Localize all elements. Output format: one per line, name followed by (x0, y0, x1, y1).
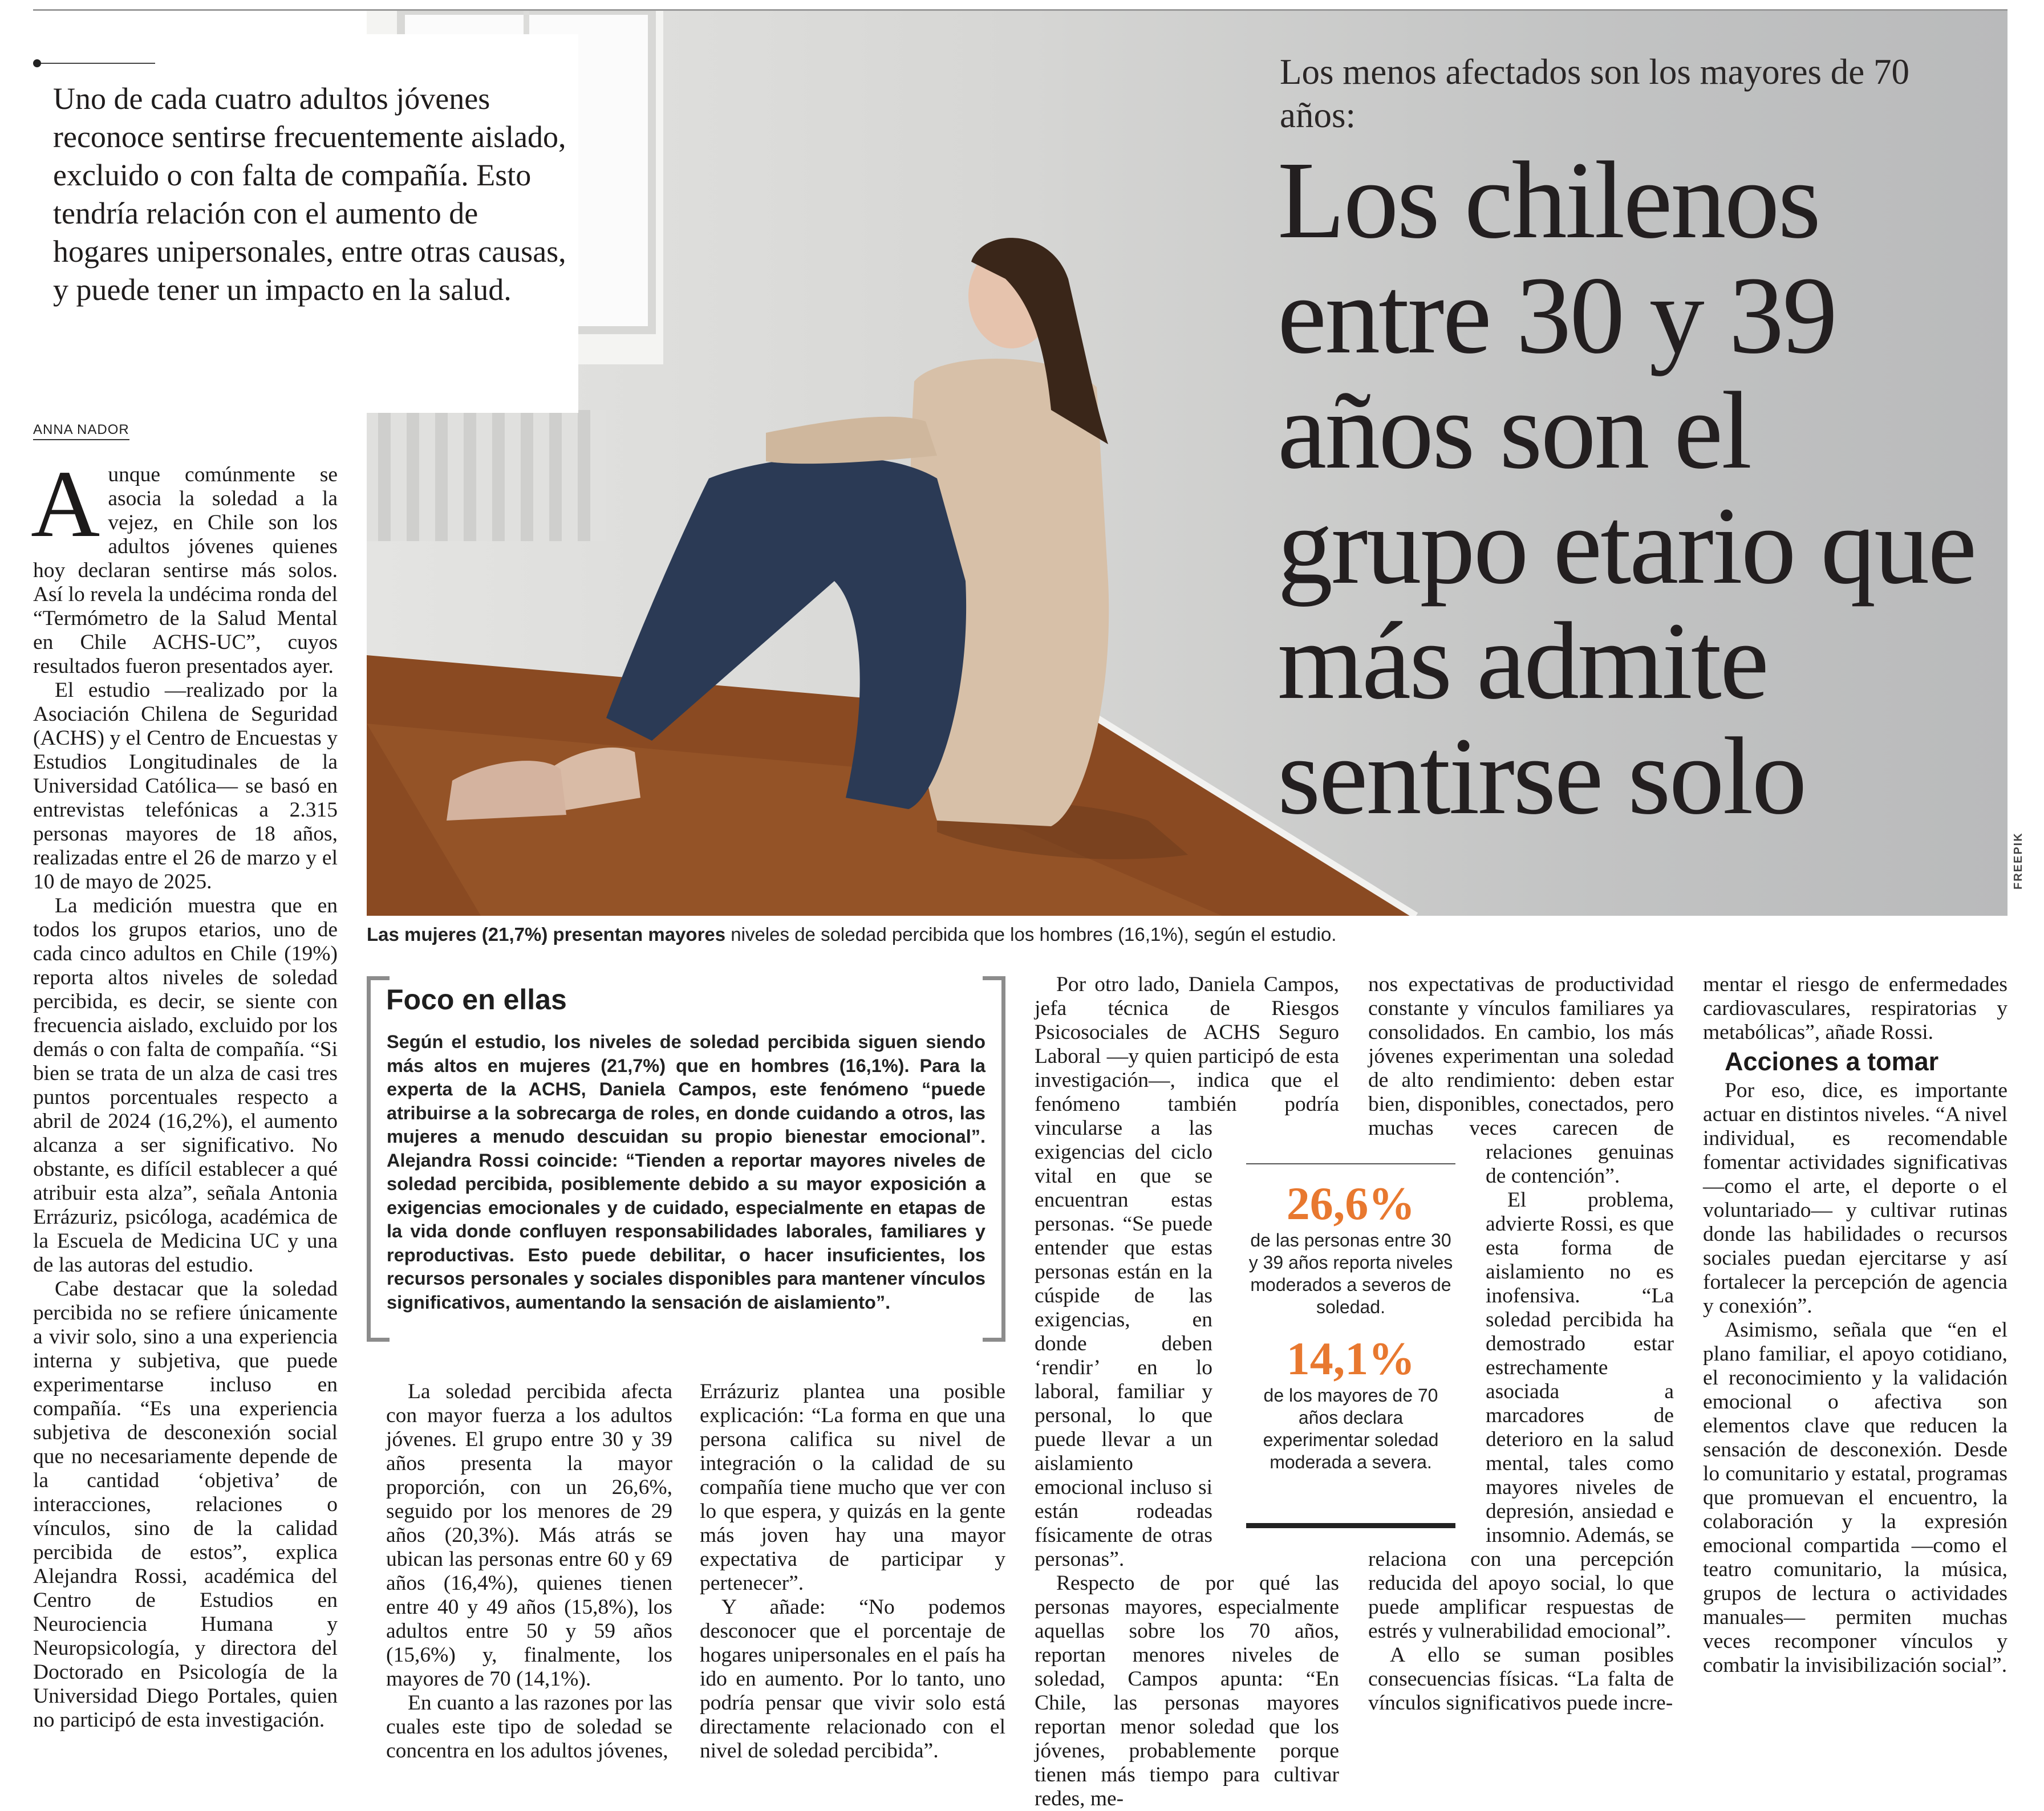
stat-value: 26,6% (1286, 1177, 1416, 1229)
kicker: Los menos afectados son los mayores de 7… (1280, 52, 1910, 135)
column-2: La soledad percibida afecta con mayor fu… (386, 1380, 672, 1763)
intro-summary: Uno de cada cuatro adultos jóvenes recon… (53, 82, 566, 307)
paragraph: Errázuriz plantea una posible explicació… (700, 1380, 1005, 1595)
column-3: Errázuriz plantea una posible explicació… (700, 1380, 1005, 1763)
stat-bottom-rule (1246, 1523, 1455, 1528)
subheading: Acciones a tomar (1725, 1047, 1939, 1076)
paragraph-text: unque comúnmente se asocia la soledad a … (33, 463, 338, 678)
box-bracket (983, 976, 1005, 980)
paragraph: nos expectativas de productividad consta… (1368, 973, 1674, 1188)
stat-top-rule (1246, 1163, 1455, 1164)
paragraph: En cuanto a las razones por las cuales e… (386, 1691, 672, 1763)
paragraph: A ello se suman posibles consecuencias f… (1368, 1643, 1674, 1715)
box-bracket (367, 1338, 390, 1342)
paragraph: La medición muestra que en todos los gru… (33, 894, 338, 1277)
paragraph: Por eso, dice, es importante actuar en d… (1703, 1079, 2008, 1318)
stat-description: de las personas entre 30 y 39 años repor… (1248, 1230, 1453, 1317)
headline: Los chilenos entre 30 y 39 años son el g… (1278, 139, 1977, 837)
stat-box: 26,6% de las personas entre 30 y 39 años… (1246, 1163, 1455, 1528)
box-bracket (983, 1338, 1005, 1342)
stat-description: de los mayores de 70 años declara experi… (1263, 1385, 1439, 1472)
paragraph: Cabe destacar que la soledad percibida n… (33, 1277, 338, 1732)
column-5: nos expectativas de productividad consta… (1368, 973, 1674, 1715)
paragraph: Asimismo, señala que “en el plano famili… (1703, 1318, 2008, 1677)
photo-caption: Las mujeres (21,7%) presentan mayores ni… (367, 923, 2021, 947)
box-body: Según el estudio, los niveles de soledad… (387, 1032, 986, 1313)
box-title: Foco en ellas (386, 984, 567, 1016)
box-bracket (367, 976, 371, 1342)
paragraph: El estudio —realizado por la Asociación … (33, 679, 338, 894)
top-rule (33, 9, 2008, 11)
paragraph: El problema, advierte Rossi, es que esta… (1368, 1188, 1674, 1643)
paragraph: mentar el riesgo de enfermedades cardiov… (1703, 973, 2008, 1044)
sidebar-box-foco: Foco en ellas Según el estudio, los nive… (367, 976, 1005, 1342)
bullet-dot-icon (33, 59, 41, 67)
drop-cap: A (31, 451, 100, 557)
paragraph: Por otro lado, Daniela Campos, jefa técn… (1035, 973, 1339, 1571)
intro-box (33, 34, 578, 413)
byline: ANNA NADOR (33, 422, 129, 440)
caption-rest: niveles de soledad percibida que los hom… (725, 924, 1337, 945)
column-6: mentar el riesgo de enfermedades cardiov… (1703, 973, 2008, 1678)
caption-bold: Las mujeres (21,7%) presentan mayores (367, 924, 726, 945)
paragraph: La soledad percibida afecta con mayor fu… (386, 1380, 672, 1691)
box-bracket (1001, 976, 1005, 1342)
stat-value: 14,1% (1286, 1333, 1416, 1384)
paragraph: Y añade: “No podemos desconocer que el p… (700, 1595, 1005, 1763)
intro-rule (41, 63, 155, 64)
box-bracket (367, 976, 390, 980)
photo-credit: FREEPIK (2012, 832, 2025, 890)
paragraph: Respecto de por qué las personas mayores… (1035, 1572, 1339, 1810)
